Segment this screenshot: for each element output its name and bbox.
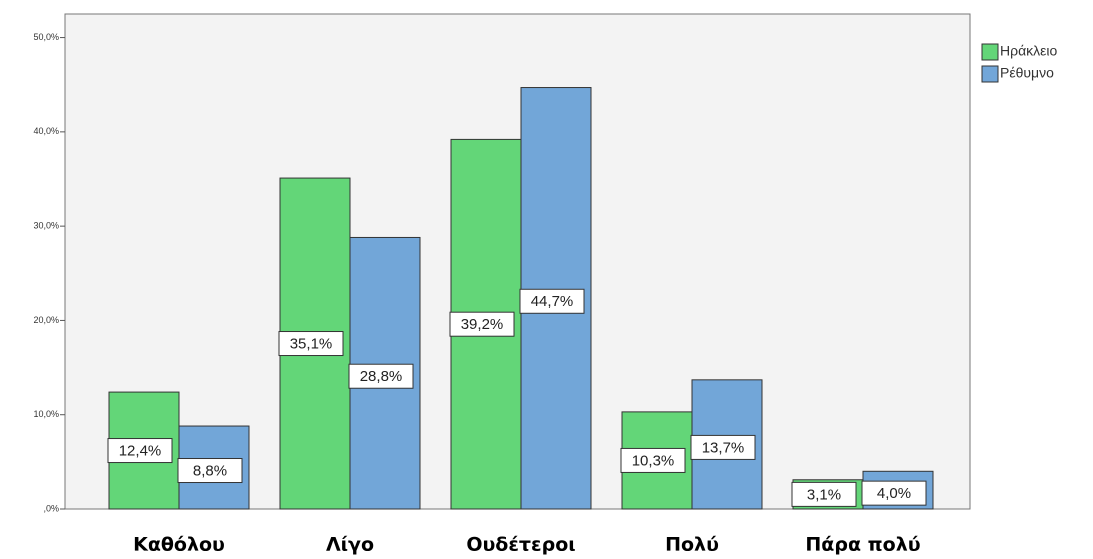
x-tick-label: Ουδέτεροι <box>466 534 575 556</box>
value-label: 10,3% <box>632 452 675 469</box>
value-label: 13,7% <box>702 439 745 456</box>
value-label: 4,0% <box>877 485 911 502</box>
y-tick-label: 20,0% <box>33 315 59 325</box>
value-label-box <box>519 288 585 314</box>
value-label-box <box>278 331 344 357</box>
x-tick-label: Λίγο <box>326 534 374 556</box>
legend-swatch <box>981 65 999 83</box>
value-label-box <box>348 363 414 389</box>
value-label-box <box>690 434 756 460</box>
y-tick-label: 40,0% <box>33 126 59 136</box>
y-tick-label: ,0% <box>43 503 59 513</box>
value-label-box <box>861 480 927 506</box>
y-tick-label: 30,0% <box>33 221 59 231</box>
value-label-box <box>107 438 173 464</box>
y-tick-label: 10,0% <box>33 409 59 419</box>
x-tick-label: Πολύ <box>665 534 719 556</box>
value-label: 44,7% <box>531 293 574 310</box>
value-label-box <box>449 311 515 337</box>
value-label: 12,4% <box>119 443 162 460</box>
value-label-box <box>620 447 686 473</box>
value-label-box <box>791 481 857 507</box>
value-label: 8,8% <box>193 462 227 479</box>
x-tick-label: Καθόλου <box>133 534 225 556</box>
y-tick-label: 50,0% <box>33 32 59 42</box>
value-label: 39,2% <box>461 316 504 333</box>
value-label: 28,8% <box>360 368 403 385</box>
legend-label: Ηράκλειο <box>1000 43 1058 59</box>
legend-swatch <box>981 43 999 61</box>
legend-label: Ρέθυμνο <box>1000 65 1054 81</box>
value-label: 3,1% <box>807 486 841 503</box>
value-label: 35,1% <box>290 335 333 352</box>
value-label-box <box>177 458 243 484</box>
x-tick-label: Πάρα πολύ <box>805 534 920 556</box>
